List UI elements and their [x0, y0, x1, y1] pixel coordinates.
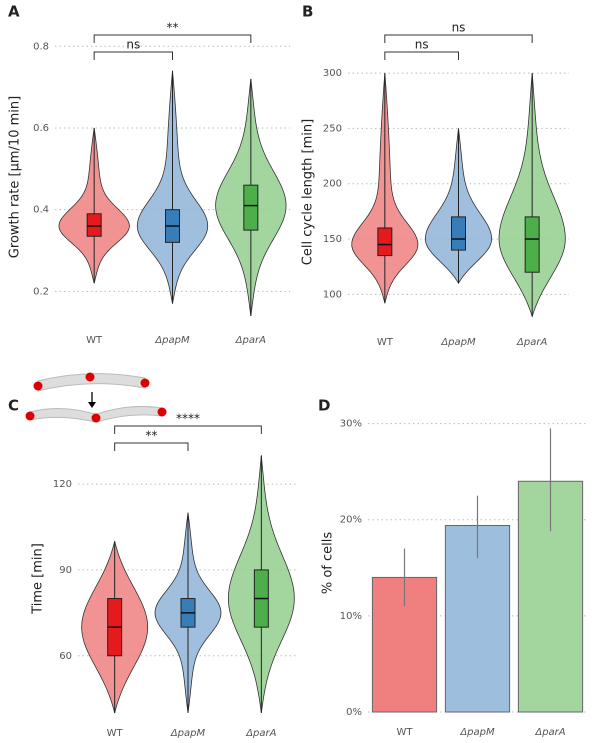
significance-bracket	[384, 51, 459, 60]
y-tick-label: 250	[323, 123, 342, 134]
x-tick-label: ΔparA	[516, 337, 547, 348]
y-tick-label: 150	[323, 234, 342, 245]
y-tick-label: 100	[323, 289, 342, 300]
box	[243, 184, 259, 231]
significance-label: ns	[415, 38, 429, 52]
cell-diagram	[25, 372, 167, 423]
significance-label: **	[167, 21, 179, 35]
x-tick-label: ΔparA	[245, 728, 276, 739]
y-tick-label: 60	[59, 651, 72, 662]
x-tick-label: WT	[397, 727, 414, 738]
y-tick-label: 300	[323, 68, 342, 79]
y-tick-label: 20%	[340, 515, 362, 526]
x-tick-label: WT	[86, 335, 103, 346]
x-tick-label: ΔpapM	[440, 337, 476, 348]
y-tick-label: 0.2	[33, 286, 49, 297]
x-tick-label: ΔpapM	[154, 335, 190, 346]
y-tick-label: 0.6	[33, 123, 49, 134]
x-tick-label: ΔparA	[235, 335, 266, 346]
y-tick-label: 0%	[346, 707, 362, 718]
box	[86, 213, 102, 237]
y-tick-label: 30%	[340, 419, 362, 430]
y-axis-label: % of cells	[321, 532, 336, 595]
panel-label: B	[302, 3, 313, 21]
y-tick-label: 0.8	[33, 41, 49, 52]
x-tick-label: WT	[107, 728, 124, 739]
x-tick-label: ΔpapM	[459, 727, 495, 738]
significance-bracket	[384, 34, 533, 43]
x-tick-label: ΔpapM	[170, 728, 206, 739]
y-tick-label: 0.4	[33, 205, 49, 216]
significance-bracket	[93, 51, 173, 60]
significance-bracket	[114, 425, 262, 434]
x-tick-label: ΔparA	[534, 727, 565, 738]
y-axis-label: Time [min]	[31, 543, 46, 615]
y-tick-label: 200	[323, 179, 342, 190]
panel-label: D	[318, 397, 330, 415]
significance-label: ns	[452, 21, 466, 35]
panel-label: C	[8, 397, 19, 415]
significance-bracket	[114, 442, 189, 451]
y-tick-label: 10%	[340, 611, 362, 622]
y-tick-label: 90	[59, 565, 72, 576]
box	[377, 227, 393, 257]
panel-label: A	[8, 3, 20, 21]
significance-bracket	[93, 34, 252, 43]
box	[524, 216, 540, 273]
y-axis-label: Growth rate [μm/10 min]	[8, 96, 23, 258]
significance-label: ns	[126, 38, 140, 52]
x-tick-label: WT	[377, 337, 394, 348]
significance-label: **	[145, 429, 157, 443]
box	[451, 216, 466, 251]
y-axis-label: Cell cycle length [min]	[301, 119, 316, 265]
y-tick-label: 120	[53, 479, 72, 490]
significance-label: ****	[176, 412, 200, 426]
